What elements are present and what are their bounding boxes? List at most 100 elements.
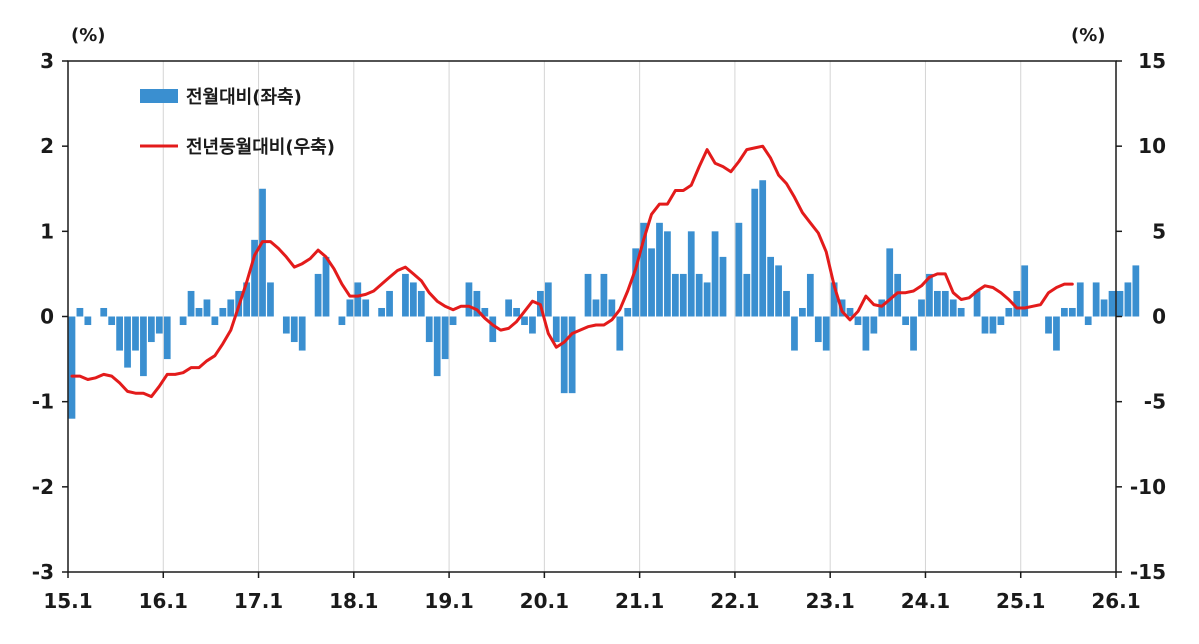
left-tick-label: -3 bbox=[32, 560, 54, 584]
legend-line-label: 전년동월대비(우축) bbox=[186, 137, 335, 158]
bar bbox=[441, 316, 449, 360]
bar bbox=[671, 273, 679, 317]
right-axis-ticks: 15 10 5 0 -5 -10 -15 bbox=[1116, 49, 1166, 584]
left-tick-label: 2 bbox=[40, 134, 54, 158]
right-tick-label: -5 bbox=[1144, 390, 1166, 414]
bar bbox=[703, 282, 711, 317]
legend-bar-label: 전월대비(좌축) bbox=[186, 87, 302, 108]
x-tick-label: 15.1 bbox=[43, 589, 92, 613]
bar bbox=[425, 316, 433, 343]
bar bbox=[830, 282, 838, 317]
x-tick-label: 25.1 bbox=[996, 589, 1045, 613]
bar bbox=[870, 316, 878, 334]
bar bbox=[735, 222, 743, 317]
x-tick-label: 20.1 bbox=[520, 589, 569, 613]
bar bbox=[259, 188, 266, 317]
bar bbox=[282, 316, 290, 334]
x-tick-label: 22.1 bbox=[710, 589, 759, 613]
x-tick-label: 21.1 bbox=[615, 589, 664, 613]
bar bbox=[584, 273, 592, 317]
bar bbox=[417, 290, 425, 317]
bar bbox=[449, 316, 457, 326]
bar bbox=[1100, 299, 1108, 317]
legend-bar-swatch bbox=[140, 89, 178, 103]
bar bbox=[719, 256, 727, 317]
bar bbox=[949, 299, 957, 317]
bar bbox=[243, 282, 251, 317]
bar bbox=[1116, 290, 1124, 317]
bar bbox=[592, 299, 600, 317]
bar bbox=[290, 316, 298, 343]
bar bbox=[846, 307, 854, 317]
bar bbox=[544, 282, 552, 317]
x-tick-label: 19.1 bbox=[424, 589, 473, 613]
bar bbox=[997, 316, 1005, 326]
bar bbox=[433, 316, 441, 377]
bar bbox=[918, 299, 925, 317]
right-tick-label: 10 bbox=[1138, 134, 1166, 158]
bar bbox=[1108, 290, 1116, 317]
bar bbox=[1021, 265, 1029, 317]
bar bbox=[1092, 282, 1100, 317]
right-tick-label: 0 bbox=[1152, 305, 1166, 329]
bar bbox=[473, 290, 481, 317]
bar bbox=[529, 316, 536, 334]
bar bbox=[687, 231, 695, 317]
bar bbox=[624, 307, 632, 317]
bar bbox=[941, 290, 949, 317]
monthly-change-bars bbox=[68, 180, 1140, 419]
bar bbox=[314, 273, 322, 317]
bar bbox=[354, 282, 362, 317]
bar bbox=[560, 316, 568, 394]
bar bbox=[1076, 282, 1084, 317]
bar bbox=[108, 316, 116, 326]
bar bbox=[163, 316, 171, 360]
bar bbox=[140, 316, 147, 377]
bar bbox=[76, 307, 84, 317]
x-tick-label: 17.1 bbox=[234, 589, 283, 613]
x-tick-label: 18.1 bbox=[329, 589, 378, 613]
bar bbox=[751, 188, 759, 317]
bar bbox=[791, 316, 798, 351]
bar bbox=[1132, 265, 1140, 317]
bar bbox=[116, 316, 123, 351]
bar bbox=[489, 316, 497, 343]
bar bbox=[211, 316, 219, 326]
bar bbox=[505, 299, 513, 317]
bar bbox=[481, 307, 489, 317]
bar bbox=[267, 282, 274, 317]
x-tick-label: 23.1 bbox=[806, 589, 855, 613]
bar bbox=[195, 307, 203, 317]
bar bbox=[608, 299, 616, 317]
bar bbox=[759, 180, 767, 317]
bar bbox=[926, 273, 933, 317]
bar bbox=[973, 290, 981, 317]
bar bbox=[179, 316, 187, 326]
left-tick-label: -2 bbox=[32, 475, 54, 499]
bar bbox=[806, 273, 814, 317]
bar bbox=[767, 256, 775, 317]
bar bbox=[227, 299, 235, 317]
bar bbox=[799, 307, 806, 317]
left-tick-label: 0 bbox=[40, 305, 54, 329]
yearly-change-line-layer bbox=[70, 144, 1074, 399]
bar bbox=[1084, 316, 1092, 326]
bar bbox=[632, 248, 640, 317]
left-tick-label: 3 bbox=[40, 49, 54, 73]
bar bbox=[1013, 290, 1021, 317]
bar bbox=[1124, 282, 1132, 317]
bar bbox=[814, 316, 822, 343]
bar bbox=[656, 222, 663, 317]
x-tick-label: 26.1 bbox=[1091, 589, 1140, 613]
bar bbox=[989, 316, 997, 334]
bar bbox=[100, 307, 108, 317]
bar bbox=[219, 307, 227, 317]
bar bbox=[743, 273, 751, 317]
bar bbox=[910, 316, 917, 351]
right-tick-label: 5 bbox=[1152, 219, 1166, 243]
right-tick-label: -15 bbox=[1130, 560, 1166, 584]
bar bbox=[1045, 316, 1052, 334]
bar bbox=[568, 316, 576, 394]
